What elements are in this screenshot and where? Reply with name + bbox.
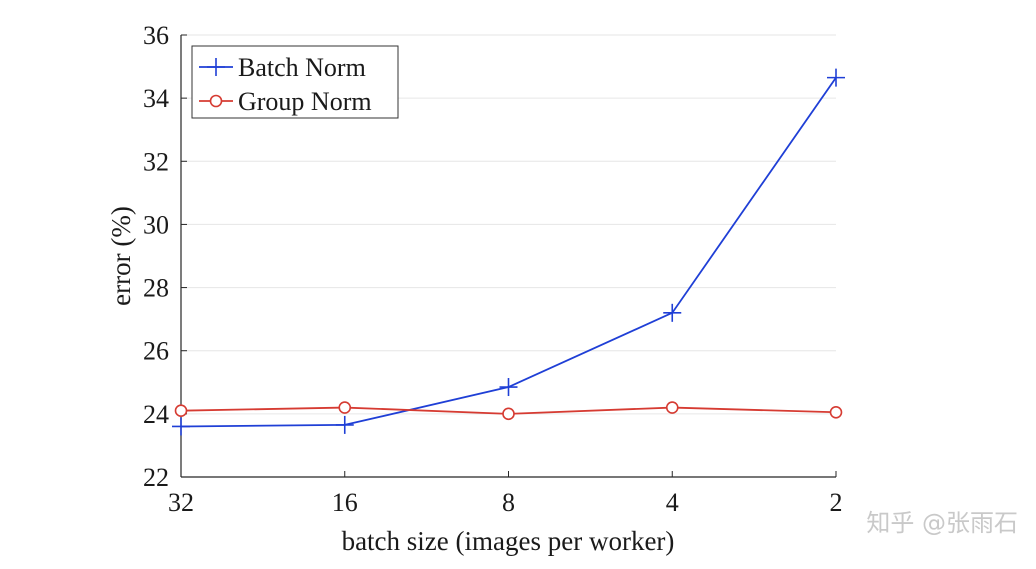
series-line: [180, 77, 837, 428]
data-point: [665, 401, 679, 414]
y-tick-label: 32: [143, 147, 169, 176]
x-tick-label: 4: [666, 488, 679, 517]
legend-marker: [207, 58, 225, 76]
data-point: [829, 405, 843, 419]
legend-entry: Group Norm: [199, 87, 372, 116]
y-tick-label: 22: [143, 463, 169, 492]
y-tick-label: 26: [143, 337, 169, 366]
data-point: [338, 401, 352, 414]
legend-marker: [209, 94, 223, 108]
watermark: 知乎 @张雨石: [866, 509, 1018, 537]
data-point: [499, 378, 518, 397]
legend-label: Group Norm: [238, 87, 372, 116]
y-tick-label: 28: [143, 274, 169, 303]
y-tick-label: 24: [143, 400, 169, 429]
data-point: [827, 68, 845, 87]
legend-box: [191, 45, 399, 119]
x-tick-label: 32: [168, 488, 194, 517]
x-tick-label: 16: [332, 488, 358, 517]
x-axis-label: batch size (images per worker): [342, 526, 675, 556]
x-tick-label: 8: [502, 488, 515, 517]
tick-labels: 22 24 26 28 30 32 34 36 32 16 8 4 2: [143, 21, 843, 517]
y-tick-label: 34: [143, 84, 169, 113]
series-layer: [172, 68, 845, 436]
legend-label: Batch Norm: [238, 53, 366, 82]
x-tick-label: 2: [830, 488, 843, 517]
legend-entry: Batch Norm: [199, 53, 366, 82]
data-point: [172, 417, 190, 436]
data-point: [335, 415, 354, 434]
data-point: [663, 303, 682, 322]
data-point: [174, 404, 188, 418]
y-tick-label: 36: [143, 21, 169, 50]
series-1: [174, 401, 843, 421]
data-point: [502, 407, 515, 421]
y-tick-label: 30: [143, 210, 169, 239]
legend: Batch Norm Group Norm: [191, 45, 399, 119]
y-axis-label: error (%): [106, 206, 136, 306]
series-0: [172, 68, 845, 436]
